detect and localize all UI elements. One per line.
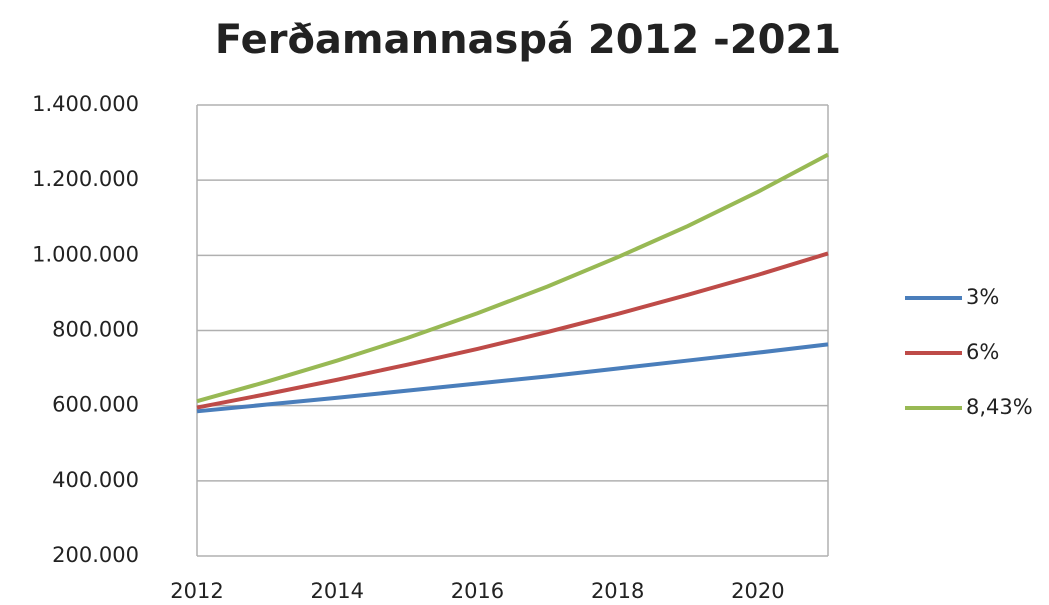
- legend-label: 8,43%: [966, 395, 1033, 419]
- series-line: [196, 342, 829, 414]
- x-tick-label: 2014: [310, 579, 363, 603]
- x-tick-label: 2016: [451, 579, 504, 603]
- x-tick-label: 2012: [170, 579, 223, 603]
- y-tick-label: 200.000: [52, 543, 139, 567]
- y-tick-label: 1.000.000: [32, 242, 139, 266]
- legend-label: 3%: [966, 285, 999, 309]
- y-tick-label: 800.000: [52, 318, 139, 342]
- x-tick-label: 2018: [591, 579, 644, 603]
- legend-label: 6%: [966, 340, 999, 364]
- x-tick-label: 2020: [731, 579, 784, 603]
- y-tick-label: 1.400.000: [32, 92, 139, 116]
- series-line: [196, 152, 829, 404]
- chart-title: Ferðamannaspá 2012 -2021: [215, 17, 841, 63]
- y-tick-label: 600.000: [52, 393, 139, 417]
- y-tick-label: 1.200.000: [32, 167, 139, 191]
- series-line: [196, 251, 829, 410]
- y-tick-label: 400.000: [52, 468, 139, 492]
